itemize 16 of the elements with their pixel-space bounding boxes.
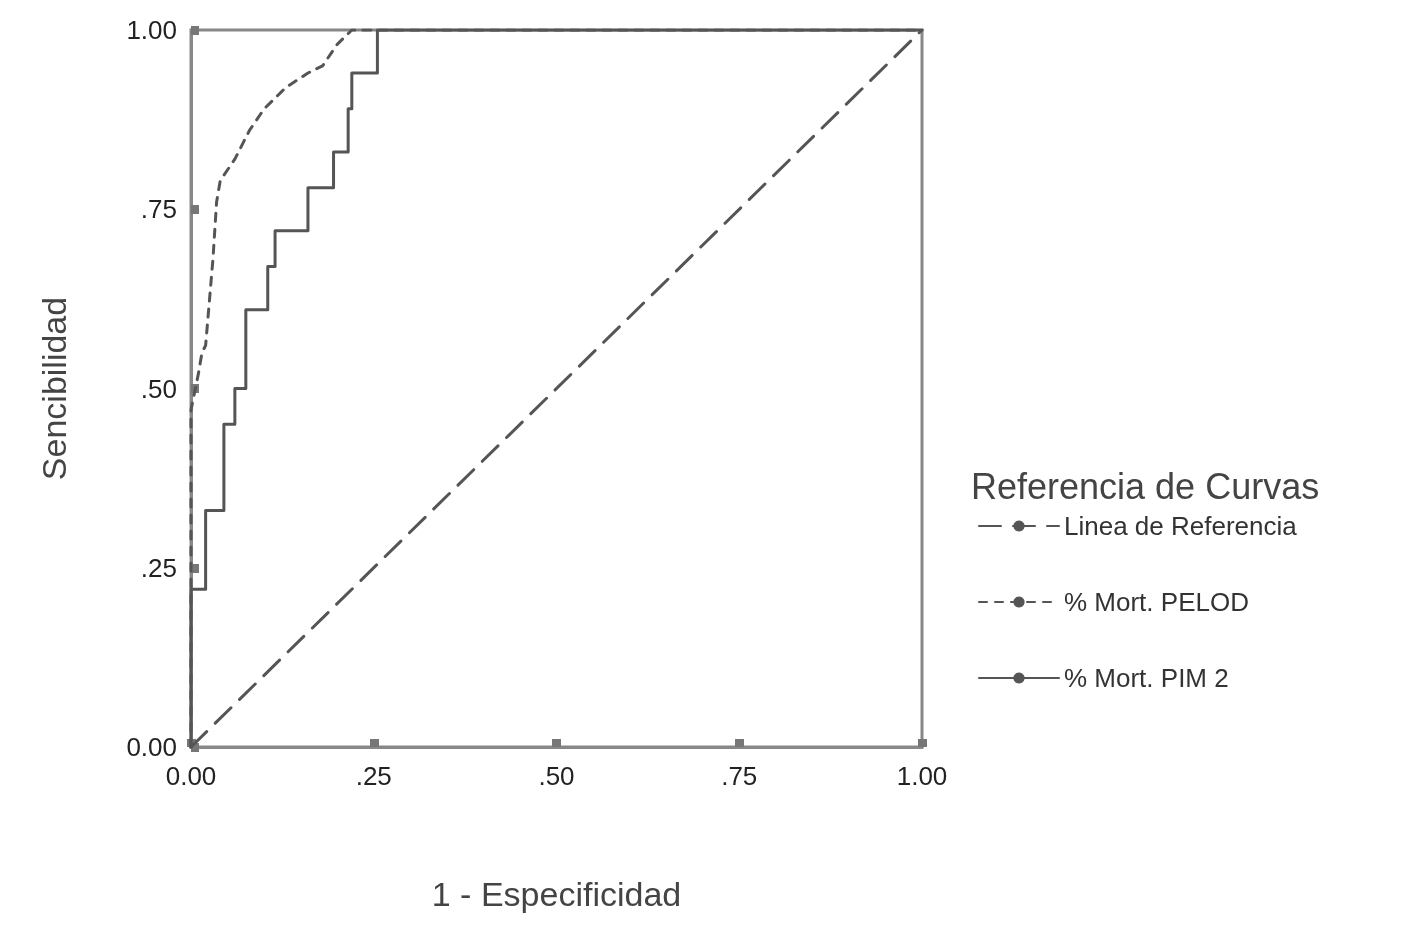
x-tick-label: .25 [355, 761, 392, 791]
x-tick-label: .50 [538, 761, 575, 791]
legend-title: Referencia de Curvas [971, 465, 1320, 507]
legend-label: % Mort. PIM 2 [1064, 663, 1229, 693]
y-axis-title: Sencibilidad [35, 296, 73, 481]
legend-label: Linea de Referencia [1064, 511, 1298, 541]
legend-label: % Mort. PELOD [1064, 587, 1249, 617]
x-tick-label: 0.00 [165, 761, 217, 791]
y-tick-label: 0.00 [126, 732, 177, 762]
y-tick-label: .75 [140, 194, 177, 225]
x-tick-label: .75 [721, 761, 758, 791]
x-axis-title: 1 - Especificidad [431, 875, 682, 913]
y-tick-label: .25 [140, 552, 177, 583]
y-tick-label: .50 [140, 373, 177, 404]
x-tick-label: 1.00 [896, 761, 948, 791]
y-tick-label: 1.00 [126, 15, 177, 45]
